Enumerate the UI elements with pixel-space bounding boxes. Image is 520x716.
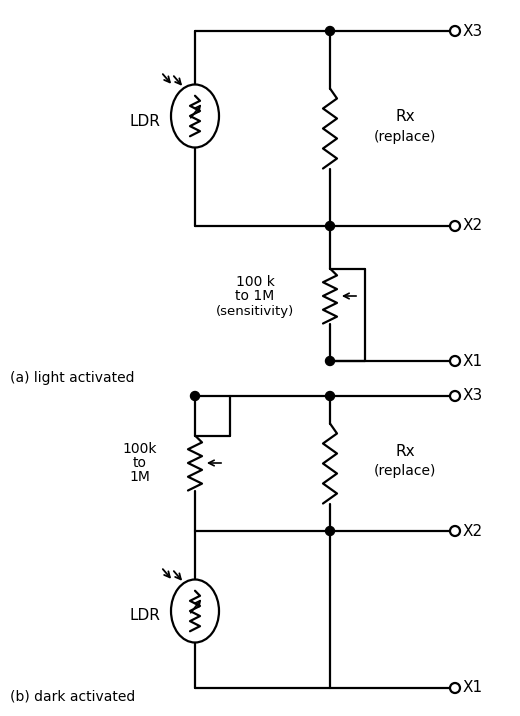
Text: Rx: Rx [395, 444, 415, 459]
Text: X2: X2 [463, 218, 483, 233]
Text: to 1M: to 1M [236, 289, 275, 303]
Text: 100k: 100k [123, 442, 157, 456]
Circle shape [450, 221, 460, 231]
Text: (a) light activated: (a) light activated [10, 371, 135, 385]
Text: LDR: LDR [129, 114, 161, 128]
Text: (replace): (replace) [374, 465, 436, 478]
Circle shape [190, 392, 200, 400]
Circle shape [326, 357, 334, 365]
Text: 100 k: 100 k [236, 275, 275, 289]
Text: (sensitivity): (sensitivity) [216, 304, 294, 317]
Circle shape [450, 26, 460, 36]
Text: to: to [133, 456, 147, 470]
Text: (b) dark activated: (b) dark activated [10, 690, 135, 704]
Circle shape [326, 526, 334, 536]
Circle shape [326, 392, 334, 400]
Text: X1: X1 [463, 354, 483, 369]
Text: Rx: Rx [395, 109, 415, 124]
Circle shape [450, 391, 460, 401]
Ellipse shape [171, 84, 219, 147]
Ellipse shape [171, 579, 219, 642]
Text: X3: X3 [463, 24, 483, 39]
Circle shape [450, 526, 460, 536]
Circle shape [450, 683, 460, 693]
Text: X1: X1 [463, 680, 483, 695]
Text: X3: X3 [463, 389, 483, 404]
Circle shape [326, 26, 334, 36]
Text: LDR: LDR [129, 609, 161, 624]
Text: X2: X2 [463, 523, 483, 538]
Circle shape [450, 356, 460, 366]
Circle shape [326, 221, 334, 231]
Text: (replace): (replace) [374, 130, 436, 143]
Text: 1M: 1M [129, 470, 150, 484]
